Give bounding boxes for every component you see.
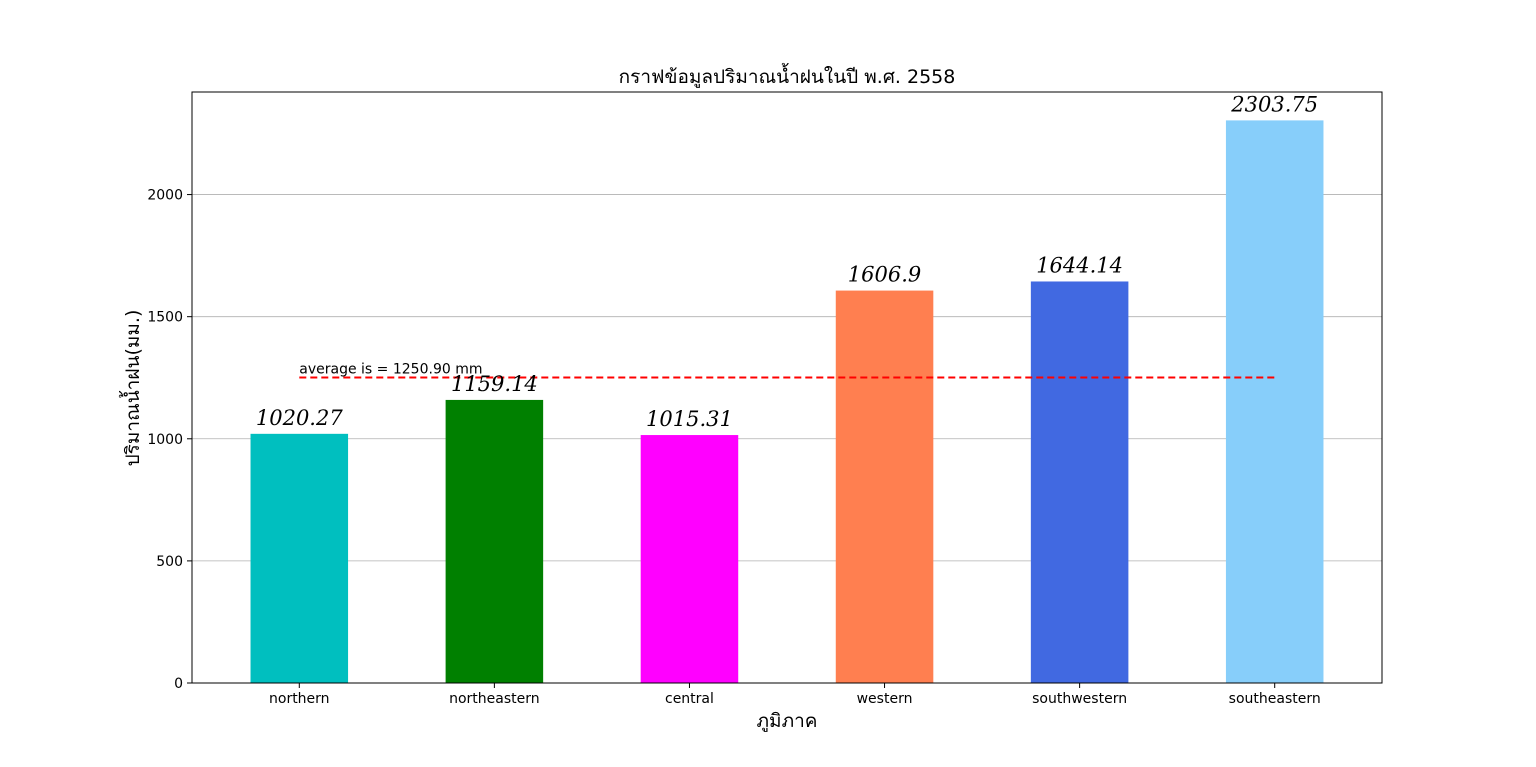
bar-northern xyxy=(250,433,349,683)
chart-title: กราฟข้อมูลปริมาณน้ำฝนในปี พ.ศ. 2558 xyxy=(619,63,956,88)
bar-western xyxy=(835,290,934,683)
bars-group xyxy=(250,120,1324,684)
x-axis-ticks: northern northeastern central western southw… xyxy=(269,683,1321,707)
data-label-northern: 1020.27 xyxy=(256,406,343,430)
x-tick-label-southeastern: southeastern xyxy=(1229,691,1321,707)
y-axis-ticks: 0 500 1000 1500 2000 xyxy=(147,188,192,692)
x-tick-label-western: western xyxy=(857,691,913,707)
bar-northeastern xyxy=(445,399,544,683)
x-tick-label-northeastern: northeastern xyxy=(449,691,540,707)
data-label-southwestern: 1644.14 xyxy=(1036,253,1123,277)
x-axis-label: ภูมิภาค xyxy=(757,710,818,732)
y-tick-label: 500 xyxy=(156,554,183,570)
average-label: average is = 1250.90 mm xyxy=(299,362,482,378)
bar-central xyxy=(640,435,739,683)
data-label-central: 1015.31 xyxy=(646,407,733,431)
y-tick-label: 1500 xyxy=(147,310,183,326)
bar-southeastern xyxy=(1225,120,1324,684)
y-tick-label: 1000 xyxy=(147,432,183,448)
y-tick-label: 0 xyxy=(174,676,183,692)
y-axis-label: ปริมาณน้ำฝน(มม.) xyxy=(119,310,144,467)
gridlines xyxy=(192,194,1382,562)
bar-southwestern xyxy=(1030,281,1129,683)
average-line-group: average is = 1250.90 mm xyxy=(299,362,1275,379)
plot-frame xyxy=(191,91,1383,684)
data-labels-group: 1020.27 1159.14 1015.31 1606.9 1644.14 2303.7… xyxy=(256,92,1318,431)
y-tick-label: 2000 xyxy=(147,188,183,204)
data-label-northeastern: 1159.14 xyxy=(451,372,538,396)
data-label-southeastern: 2303.75 xyxy=(1230,92,1318,116)
x-tick-label-central: central xyxy=(665,691,714,707)
data-label-western: 1606.9 xyxy=(848,263,921,287)
x-tick-label-northern: northern xyxy=(269,691,330,707)
x-tick-label-southwestern: southwestern xyxy=(1032,691,1127,707)
